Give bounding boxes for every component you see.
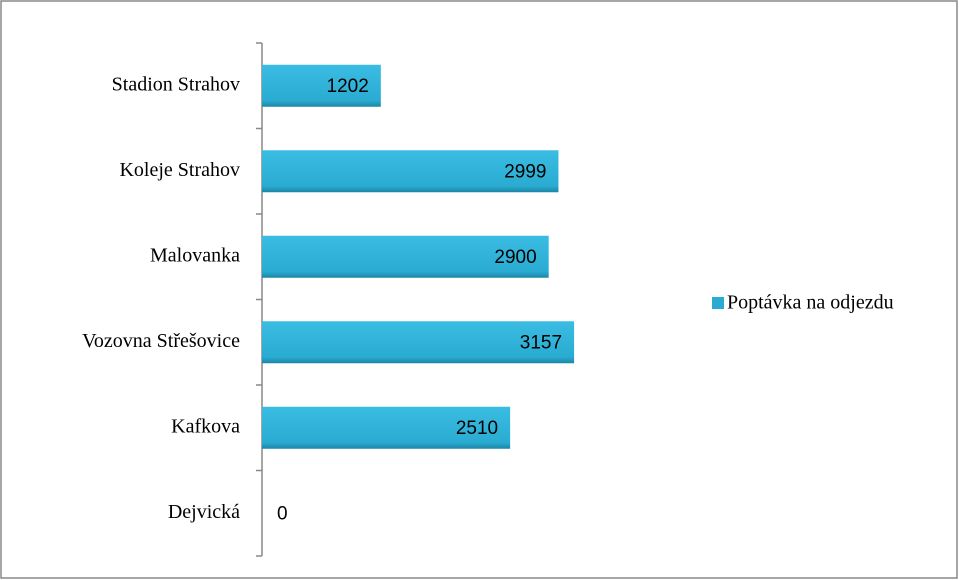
data-label: 3157 xyxy=(520,332,562,353)
bar xyxy=(262,150,559,193)
y-tick-label: Koleje Strahov xyxy=(119,159,240,181)
y-tick-label: Stadion Strahov xyxy=(112,73,240,95)
y-tick-label: Malovanka xyxy=(150,244,240,266)
y-tick-label: Vozovna Střešovice xyxy=(82,330,240,352)
bar xyxy=(262,406,511,449)
bar xyxy=(262,64,381,107)
bar xyxy=(262,235,549,278)
data-label: 1202 xyxy=(327,76,369,97)
legend-label: Poptávka na odjezdu xyxy=(727,292,894,314)
y-tick-label: Dejvická xyxy=(168,501,240,523)
data-label: 2900 xyxy=(494,247,536,268)
legend-swatch xyxy=(712,297,724,309)
data-label: 2999 xyxy=(504,161,546,182)
data-label: 0 xyxy=(277,503,288,524)
bar xyxy=(262,321,575,364)
y-tick-label: Kafkova xyxy=(171,415,240,437)
data-label: 2510 xyxy=(456,418,498,439)
